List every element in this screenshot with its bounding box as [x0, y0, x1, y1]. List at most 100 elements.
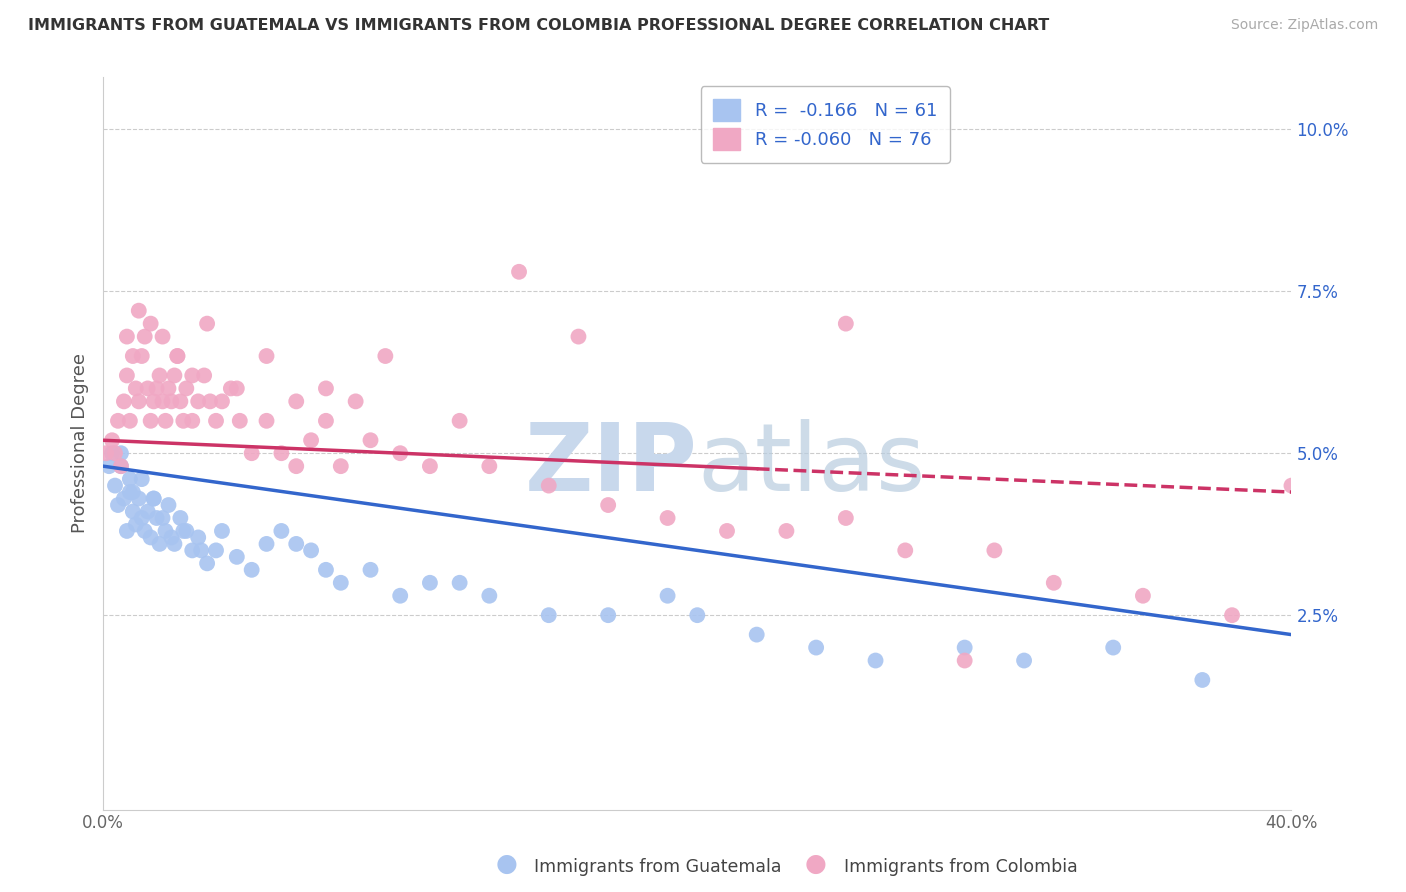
- Point: [716, 524, 738, 538]
- Point: [101, 434, 124, 448]
- Point: [953, 654, 976, 668]
- Point: [125, 381, 148, 395]
- Point: [110, 446, 132, 460]
- Point: [155, 414, 177, 428]
- Point: [134, 524, 156, 538]
- Point: [110, 459, 132, 474]
- Point: [104, 446, 127, 460]
- Text: ●: ●: [804, 852, 827, 876]
- Point: [195, 317, 218, 331]
- Point: [152, 511, 174, 525]
- Point: [225, 549, 247, 564]
- Point: [112, 491, 135, 506]
- Point: [240, 446, 263, 460]
- Point: [148, 368, 170, 383]
- Point: [225, 381, 247, 395]
- Point: [389, 589, 412, 603]
- Point: [176, 381, 198, 395]
- Point: [142, 491, 165, 506]
- Point: [121, 504, 143, 518]
- Point: [104, 478, 127, 492]
- Point: [128, 394, 150, 409]
- Point: [187, 394, 209, 409]
- Point: [125, 517, 148, 532]
- Point: [1102, 640, 1125, 655]
- Point: [107, 498, 129, 512]
- Point: [598, 608, 620, 623]
- Point: [240, 563, 263, 577]
- Point: [198, 394, 221, 409]
- Point: [537, 478, 560, 492]
- Point: [374, 349, 396, 363]
- Text: Source: ZipAtlas.com: Source: ZipAtlas.com: [1230, 18, 1378, 32]
- Point: [176, 524, 198, 538]
- Point: [657, 589, 679, 603]
- Point: [1012, 654, 1035, 668]
- Point: [110, 459, 132, 474]
- Point: [270, 524, 292, 538]
- Point: [315, 414, 337, 428]
- Point: [136, 381, 159, 395]
- Text: atlas: atlas: [697, 419, 925, 511]
- Point: [142, 394, 165, 409]
- Point: [315, 563, 337, 577]
- Point: [160, 531, 183, 545]
- Point: [128, 491, 150, 506]
- Point: [478, 459, 501, 474]
- Point: [360, 434, 382, 448]
- Point: [163, 368, 186, 383]
- Point: [211, 394, 233, 409]
- Point: [166, 349, 188, 363]
- Point: [193, 368, 215, 383]
- Point: [1132, 589, 1154, 603]
- Point: [775, 524, 797, 538]
- Text: Immigrants from Colombia: Immigrants from Colombia: [844, 858, 1077, 876]
- Point: [139, 317, 162, 331]
- Legend: R =  -0.166   N = 61, R = -0.060   N = 76: R = -0.166 N = 61, R = -0.060 N = 76: [700, 87, 949, 163]
- Point: [121, 485, 143, 500]
- Point: [256, 537, 278, 551]
- Point: [1220, 608, 1243, 623]
- Point: [953, 640, 976, 655]
- Point: [115, 368, 138, 383]
- Point: [329, 459, 352, 474]
- Point: [478, 589, 501, 603]
- Point: [894, 543, 917, 558]
- Point: [169, 394, 191, 409]
- Point: [172, 414, 194, 428]
- Point: [865, 654, 887, 668]
- Point: [134, 329, 156, 343]
- Point: [567, 329, 589, 343]
- Point: [835, 511, 858, 525]
- Point: [136, 504, 159, 518]
- Point: [229, 414, 252, 428]
- Point: [94, 446, 117, 460]
- Point: [128, 303, 150, 318]
- Point: [299, 434, 322, 448]
- Point: [145, 381, 167, 395]
- Point: [508, 265, 530, 279]
- Point: [101, 446, 124, 460]
- Point: [1281, 478, 1303, 492]
- Point: [152, 329, 174, 343]
- Text: ●: ●: [495, 852, 517, 876]
- Point: [195, 557, 218, 571]
- Point: [344, 394, 367, 409]
- Point: [121, 349, 143, 363]
- Point: [112, 394, 135, 409]
- Point: [155, 524, 177, 538]
- Point: [537, 608, 560, 623]
- Point: [142, 491, 165, 506]
- Point: [131, 472, 153, 486]
- Point: [172, 524, 194, 538]
- Point: [1191, 673, 1213, 687]
- Point: [163, 537, 186, 551]
- Point: [145, 511, 167, 525]
- Point: [118, 414, 141, 428]
- Point: [115, 524, 138, 538]
- Point: [449, 414, 471, 428]
- Point: [115, 329, 138, 343]
- Point: [285, 394, 308, 409]
- Point: [190, 543, 212, 558]
- Point: [181, 543, 204, 558]
